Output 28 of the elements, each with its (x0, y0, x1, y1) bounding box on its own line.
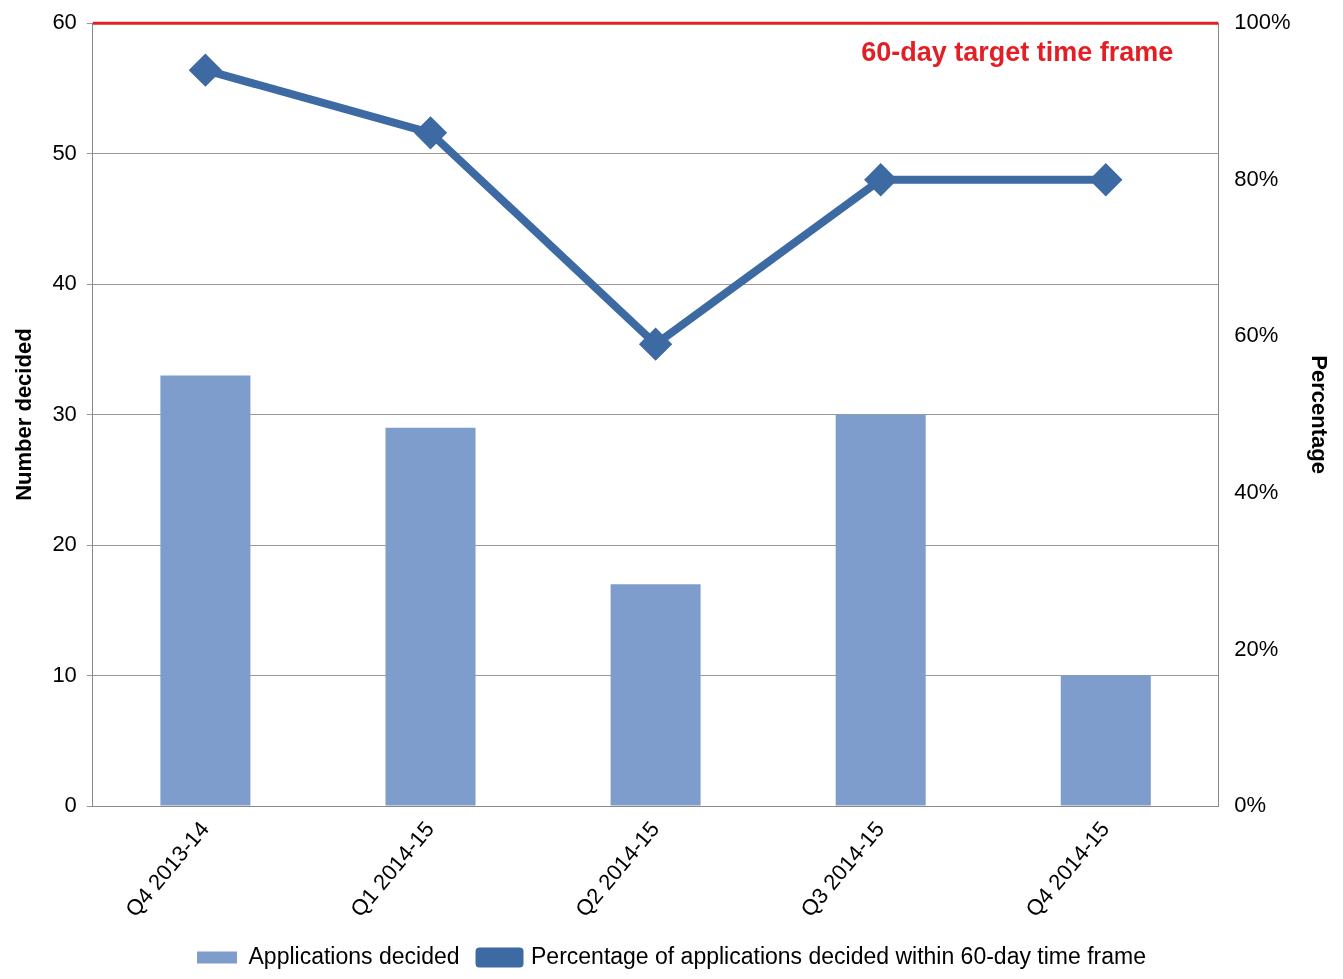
y-tick-label: 30 (52, 400, 77, 426)
y-tick-label: 40 (52, 270, 77, 296)
y-tick-label: 10 (52, 661, 77, 687)
y-tick-label: 60 (52, 9, 77, 35)
bar (160, 375, 251, 806)
y2-tick-label: 80% (1234, 165, 1279, 191)
ref-line-label: 60-day target time frame (861, 37, 1174, 68)
point (640, 329, 671, 360)
y-tick-label: 20 (52, 531, 77, 557)
bar (385, 427, 476, 806)
y2-axis-title: Percentage (1306, 355, 1332, 474)
y-tick-label: 0 (64, 792, 77, 818)
point (190, 55, 221, 86)
legend-label: Applications decided (248, 942, 460, 969)
y2-tick-label: 20% (1234, 635, 1279, 661)
bar (835, 414, 926, 806)
point (415, 117, 446, 148)
y-axis-title: Number decided (11, 328, 37, 501)
bar (610, 584, 701, 806)
point (1090, 164, 1121, 195)
bar (1060, 675, 1151, 806)
point (865, 164, 896, 195)
y2-tick-label: 40% (1234, 478, 1279, 504)
legend-label: Percentage of applications decided within 60-day time frame (531, 942, 1146, 969)
y2-tick-label: 60% (1234, 322, 1279, 348)
y-tick-label: 50 (52, 139, 77, 165)
y2-tick-label: 0% (1234, 792, 1267, 818)
y2-tick-label: 100% (1234, 9, 1291, 35)
